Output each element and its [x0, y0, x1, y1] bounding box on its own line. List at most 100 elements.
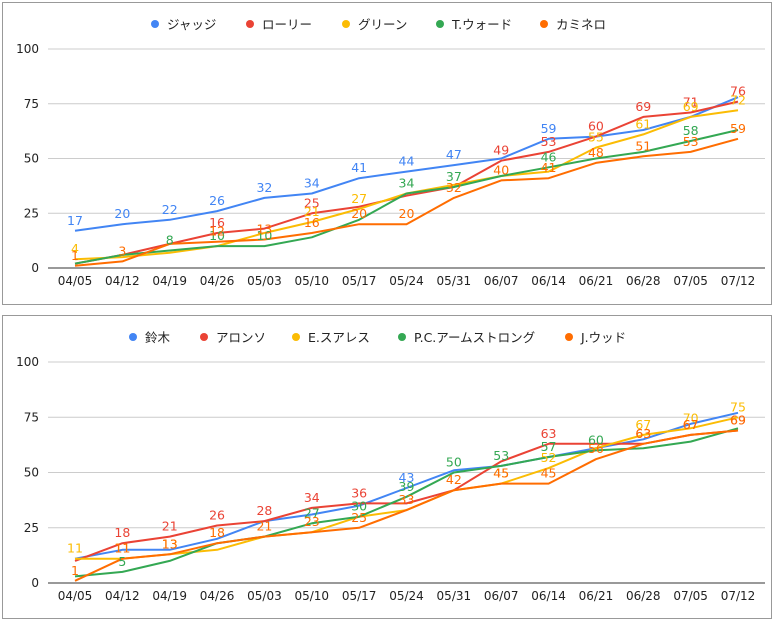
- data-label: 11: [67, 541, 83, 556]
- x-tick-label: 05/31: [437, 589, 472, 603]
- legend-label: アロンソ: [216, 330, 266, 345]
- legend-swatch: [151, 20, 159, 28]
- data-label: 60: [588, 432, 604, 447]
- legend-swatch: [246, 20, 254, 28]
- x-tick-label: 05/10: [294, 274, 329, 288]
- x-tick-label: 05/03: [247, 274, 282, 288]
- series-line: [74, 129, 739, 265]
- data-label: 21: [162, 519, 178, 534]
- data-label: 25: [304, 195, 320, 210]
- data-label: 21: [304, 204, 320, 219]
- data-label: 17: [67, 213, 83, 228]
- data-label: 69: [635, 99, 651, 114]
- data-label: 51: [635, 138, 651, 153]
- data-label: 49: [493, 143, 509, 158]
- data-label: 20: [351, 206, 367, 221]
- data-label: 45: [493, 466, 509, 481]
- x-tick-label: 07/05: [673, 589, 708, 603]
- data-label: 59: [730, 121, 746, 136]
- data-label: 58: [683, 123, 699, 138]
- data-label: 10: [256, 228, 272, 243]
- data-label: 69: [730, 413, 746, 428]
- y-tick-label: 50: [24, 152, 39, 166]
- y-tick-label: 75: [24, 97, 39, 111]
- data-label: 56: [588, 441, 604, 456]
- data-label: 30: [351, 499, 367, 514]
- data-label: 3: [118, 243, 126, 258]
- line-chart-top: 0 25 50 75 100 04/05 04/12 04/19 04/26 05/03 05/10…: [16, 17, 765, 288]
- series-line: [74, 429, 739, 562]
- data-label: 5: [118, 554, 126, 569]
- data-label: 13: [256, 222, 272, 237]
- data-label: 26: [209, 508, 225, 523]
- data-label: 13: [162, 536, 178, 551]
- legend-label: P.C.アームストロング: [414, 330, 535, 345]
- data-label: 67: [683, 417, 699, 432]
- y-tick-label: 100: [16, 355, 39, 369]
- data-label: 41: [351, 160, 367, 175]
- data-label: 69: [730, 413, 746, 428]
- x-tick-label: 06/07: [484, 589, 519, 603]
- data-label: 59: [541, 121, 557, 136]
- legend-label: グリーン: [358, 17, 407, 32]
- x-tick-label: 04/19: [152, 589, 187, 603]
- series-line: [74, 411, 739, 560]
- line-chart-bottom: 0 25 50 75 100 04/05 04/12 04/19 04/26 05/03 05/10…: [16, 330, 765, 603]
- series-line: [74, 429, 739, 582]
- x-tick-label: 04/12: [105, 589, 140, 603]
- legend-swatch: [292, 333, 300, 341]
- y-tick-label: 0: [31, 576, 39, 590]
- data-label: 22: [162, 202, 178, 217]
- data-label: 12: [209, 224, 225, 239]
- data-label: 45: [541, 466, 557, 481]
- data-label: 60: [588, 119, 604, 134]
- data-label: 53: [683, 134, 699, 149]
- legend-swatch: [565, 333, 573, 341]
- data-label: 43: [399, 470, 415, 485]
- data-label: 63: [541, 426, 557, 441]
- x-tick-label: 06/21: [579, 589, 614, 603]
- x-tick-label: 06/21: [579, 274, 614, 288]
- data-label: 71: [683, 95, 699, 110]
- y-tick-label: 25: [24, 206, 39, 220]
- data-label: 26: [209, 193, 225, 208]
- data-label: 63: [635, 426, 651, 441]
- data-label: 8: [166, 232, 174, 247]
- series-line: [74, 137, 739, 267]
- x-tick-label: 04/19: [152, 274, 187, 288]
- data-label: 67: [683, 417, 699, 432]
- y-tick-label: 75: [24, 410, 39, 424]
- x-tick-label: 06/28: [626, 274, 661, 288]
- x-tick-label: 06/07: [484, 274, 519, 288]
- data-label: 57: [541, 439, 557, 454]
- x-tick-label: 06/14: [531, 589, 566, 603]
- legend-swatch: [540, 20, 548, 28]
- data-label: 4: [71, 241, 79, 256]
- data-label: 27: [304, 505, 320, 520]
- data-label: 67: [635, 417, 651, 432]
- legend-swatch: [342, 20, 350, 28]
- data-label: 69: [683, 99, 699, 114]
- x-tick-label: 05/17: [342, 274, 377, 288]
- data-label: 34: [304, 490, 320, 505]
- y-tick-label: 0: [31, 261, 39, 275]
- data-label: 23: [304, 514, 320, 529]
- series-line: [74, 96, 739, 232]
- data-label: 13: [162, 536, 178, 551]
- x-tick-label: 06/14: [531, 274, 566, 288]
- x-tick-label: 06/28: [626, 589, 661, 603]
- legend-swatch: [129, 333, 137, 341]
- data-label: 70: [683, 410, 699, 425]
- legend-swatch: [436, 20, 444, 28]
- legend-label: E.スアレス: [308, 330, 370, 345]
- data-label: 39: [399, 479, 415, 494]
- data-label: 47: [446, 147, 462, 162]
- data-label: 27: [351, 191, 367, 206]
- data-label: 11: [114, 541, 130, 556]
- legend-label: ローリー: [262, 17, 312, 32]
- data-label: 34: [399, 176, 415, 191]
- x-tick-label: 04/05: [58, 274, 93, 288]
- data-label: 48: [588, 145, 604, 160]
- x-tick-label: 04/12: [105, 274, 140, 288]
- y-tick-label: 100: [16, 42, 39, 56]
